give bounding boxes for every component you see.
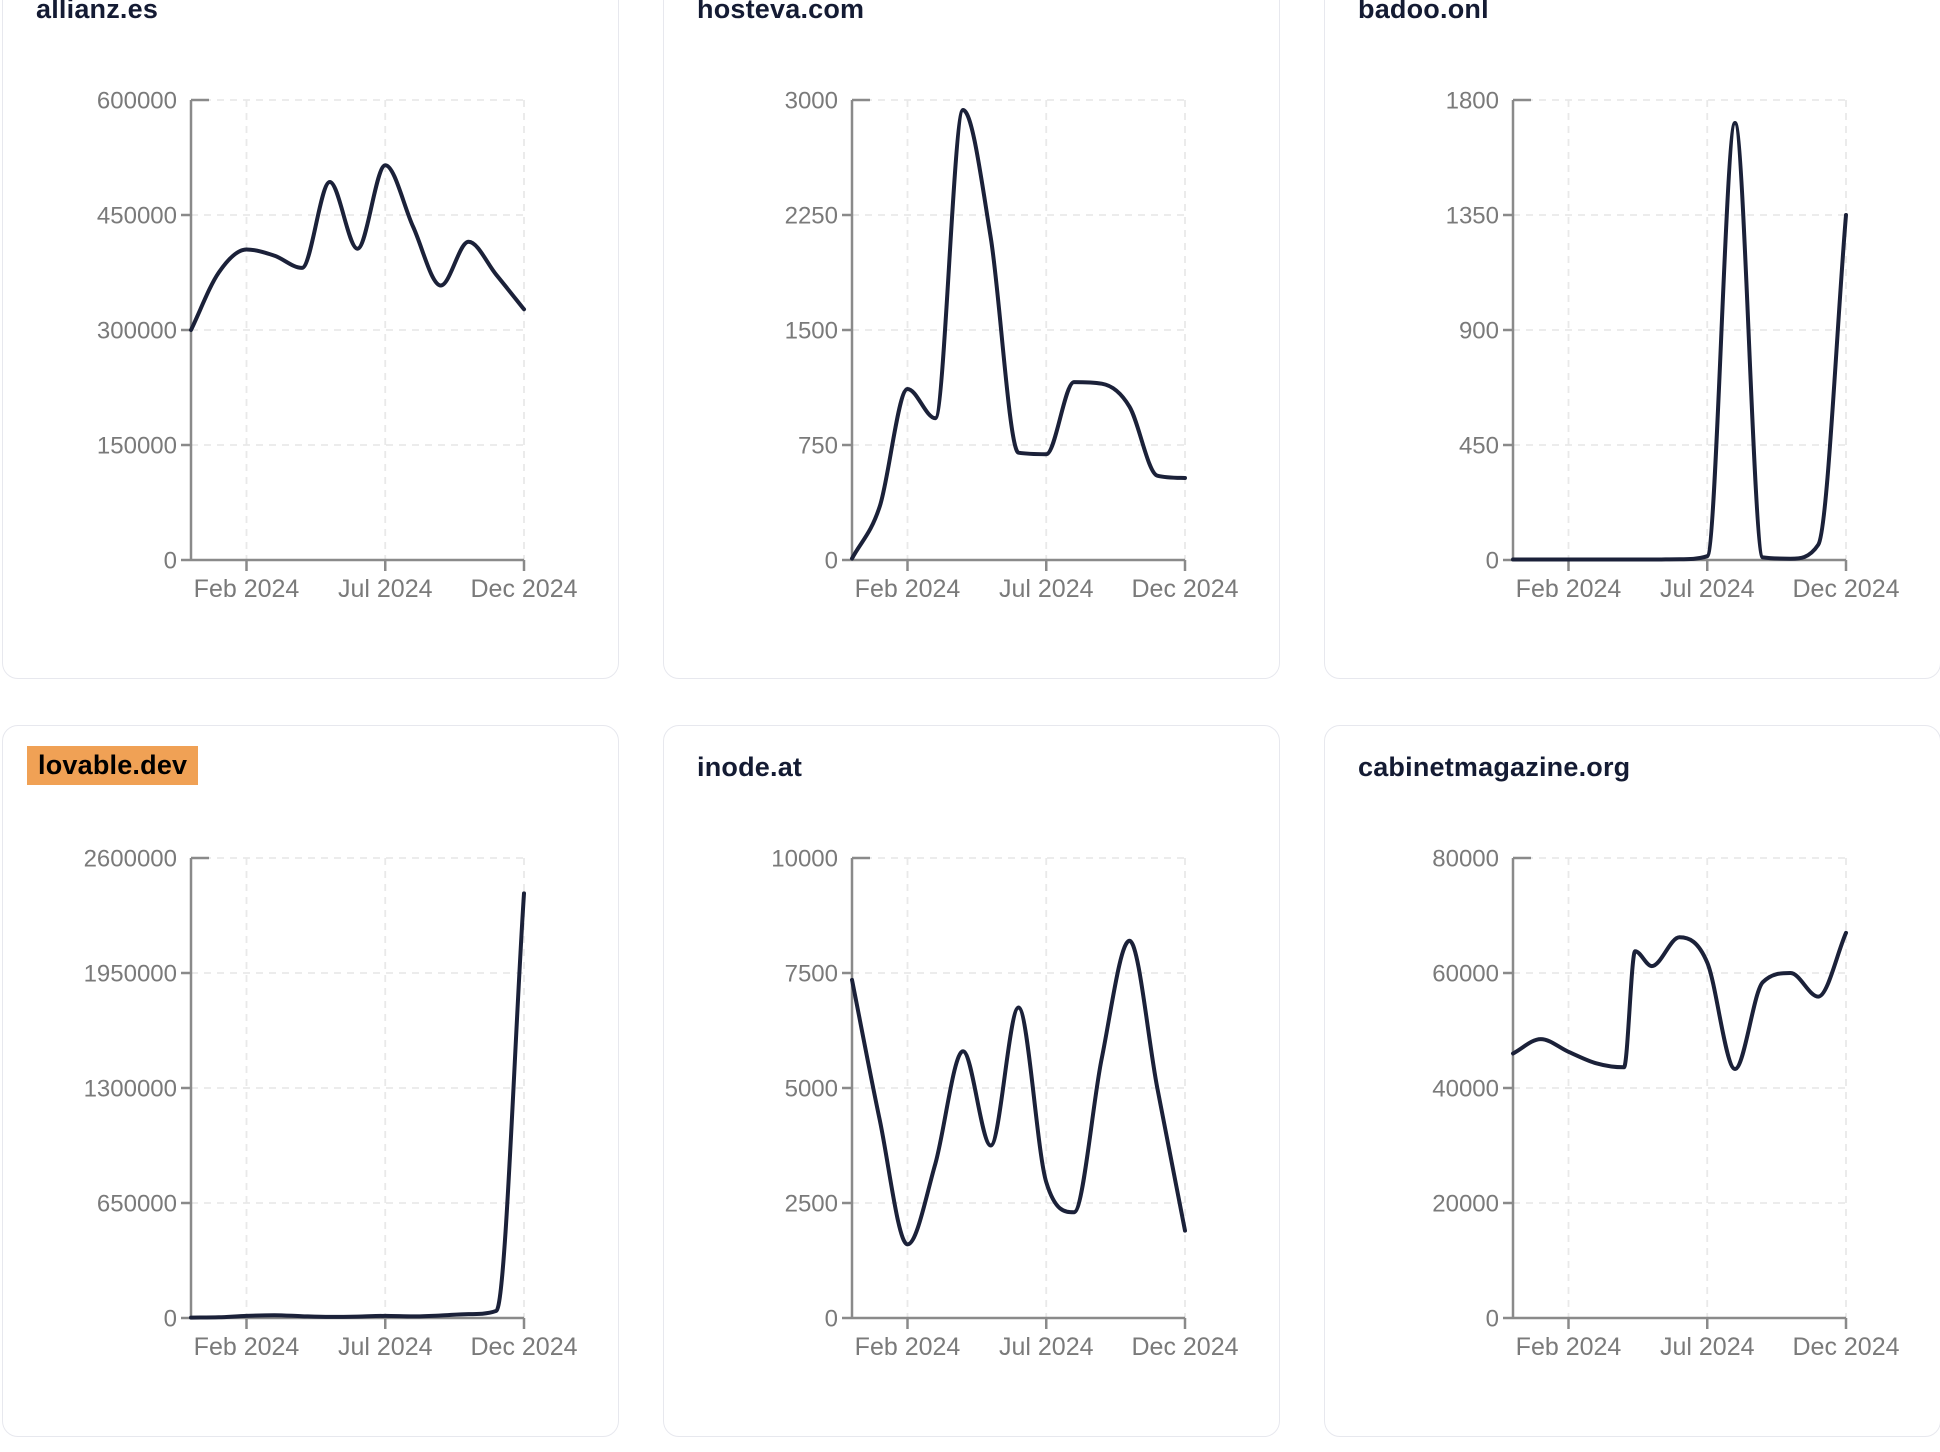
domain-card: inode.at 10000 7500 5000 2500 0 Feb 2024 Jul 2… (663, 725, 1280, 1437)
traffic-chart: 1800 1350 900 450 0 Feb 2024 Jul 2024 Dec 2024 (1446, 87, 1900, 603)
domain-title: hosteva.com (697, 0, 865, 24)
series-line (850, 108, 1187, 561)
domain-card: hosteva.com 3000 2250 1500 750 0 Feb 2024 Jul … (663, 0, 1280, 679)
y-tick-label: 40000 (1432, 1075, 1499, 1102)
traffic-chart: 2600000 1950000 1300000 650000 0 Feb 2024 Jul … (84, 845, 578, 1361)
y-tick-label: 450000 (97, 202, 177, 229)
traffic-chart: 3000 2250 1500 750 0 Feb 2024 Jul 2024 Dec 2024 (785, 87, 1239, 603)
traffic-chart: 80000 60000 40000 20000 0 Feb 2024 Jul 2024 Dec… (1432, 845, 1899, 1361)
y-tick-label: 2500 (785, 1190, 838, 1217)
series-line (1511, 121, 1848, 562)
x-tick-label: Jul 2024 (338, 575, 433, 603)
domain-title-highlighted: lovable.dev (27, 746, 199, 785)
domain-title: inode.at (697, 752, 803, 782)
y-tick-label: 0 (1486, 1305, 1499, 1332)
y-tick-label: 900 (1459, 317, 1499, 344)
y-tick-label: 80000 (1432, 845, 1499, 872)
domain-card: lovable.dev 2600000 1950000 1300000 650000 0… (2, 725, 619, 1437)
y-tick-label: 300000 (97, 317, 177, 344)
x-tick-label: Feb 2024 (194, 1333, 300, 1361)
domain-card: badoo.onl 1800 1350 900 450 0 Feb 2024 Jul 202… (1324, 0, 1940, 679)
series-line (189, 163, 526, 332)
x-tick-label: Feb 2024 (855, 1333, 961, 1361)
traffic-chart: 600000 450000 300000 150000 0 Feb 2024 Jul 202… (97, 87, 578, 603)
traffic-chart: 10000 7500 5000 2500 0 Feb 2024 Jul 2024 Dec 20… (771, 845, 1238, 1361)
y-tick-label: 0 (164, 1305, 177, 1332)
x-tick-label: Feb 2024 (1516, 575, 1622, 603)
y-tick-label: 1500 (785, 317, 838, 344)
y-tick-label: 150000 (97, 432, 177, 459)
y-tick-label: 1350 (1446, 202, 1499, 229)
y-tick-label: 2600000 (84, 845, 177, 872)
x-tick-label: Jul 2024 (999, 575, 1094, 603)
series-line (850, 938, 1187, 1247)
y-tick-label: 60000 (1432, 960, 1499, 987)
x-tick-label: Jul 2024 (338, 1333, 433, 1361)
x-tick-label: Jul 2024 (1660, 1333, 1755, 1361)
x-tick-label: Feb 2024 (855, 575, 961, 603)
x-tick-label: Dec 2024 (1131, 575, 1238, 603)
x-tick-label: Dec 2024 (1792, 575, 1899, 603)
y-tick-label: 2250 (785, 202, 838, 229)
series-line (189, 891, 526, 1320)
domain-card: cabinetmagazine.org 80000 60000 40000 20000… (1324, 725, 1940, 1437)
domain-title: allianz.es (36, 0, 159, 24)
x-tick-label: Feb 2024 (1516, 1333, 1622, 1361)
y-tick-label: 450 (1459, 432, 1499, 459)
y-tick-label: 1300000 (84, 1075, 177, 1102)
y-tick-label: 600000 (97, 87, 177, 114)
x-tick-label: Dec 2024 (470, 1333, 577, 1361)
x-tick-label: Feb 2024 (194, 575, 300, 603)
x-tick-label: Jul 2024 (999, 1333, 1094, 1361)
y-tick-label: 0 (164, 547, 177, 574)
y-tick-label: 3000 (785, 87, 838, 114)
y-tick-label: 5000 (785, 1075, 838, 1102)
y-tick-label: 20000 (1432, 1190, 1499, 1217)
x-tick-label: Jul 2024 (1660, 575, 1755, 603)
y-tick-label: 7500 (785, 960, 838, 987)
y-tick-label: 750 (798, 432, 838, 459)
x-tick-label: Dec 2024 (1792, 1333, 1899, 1361)
x-tick-label: Dec 2024 (470, 575, 577, 603)
y-tick-label: 650000 (97, 1190, 177, 1217)
domain-title: badoo.onl (1358, 0, 1489, 24)
domain-card: allianz.es 600000 450000 300000 150000 0 Feb … (2, 0, 619, 679)
y-tick-label: 1800 (1446, 87, 1499, 114)
y-tick-label: 1950000 (84, 960, 177, 987)
x-tick-label: Dec 2024 (1131, 1333, 1238, 1361)
y-tick-label: 0 (1486, 547, 1499, 574)
domain-title: cabinetmagazine.org (1358, 752, 1631, 782)
series-line (1511, 930, 1848, 1071)
y-tick-label: 0 (825, 1305, 838, 1332)
y-tick-label: 10000 (771, 845, 838, 872)
y-tick-label: 0 (825, 547, 838, 574)
